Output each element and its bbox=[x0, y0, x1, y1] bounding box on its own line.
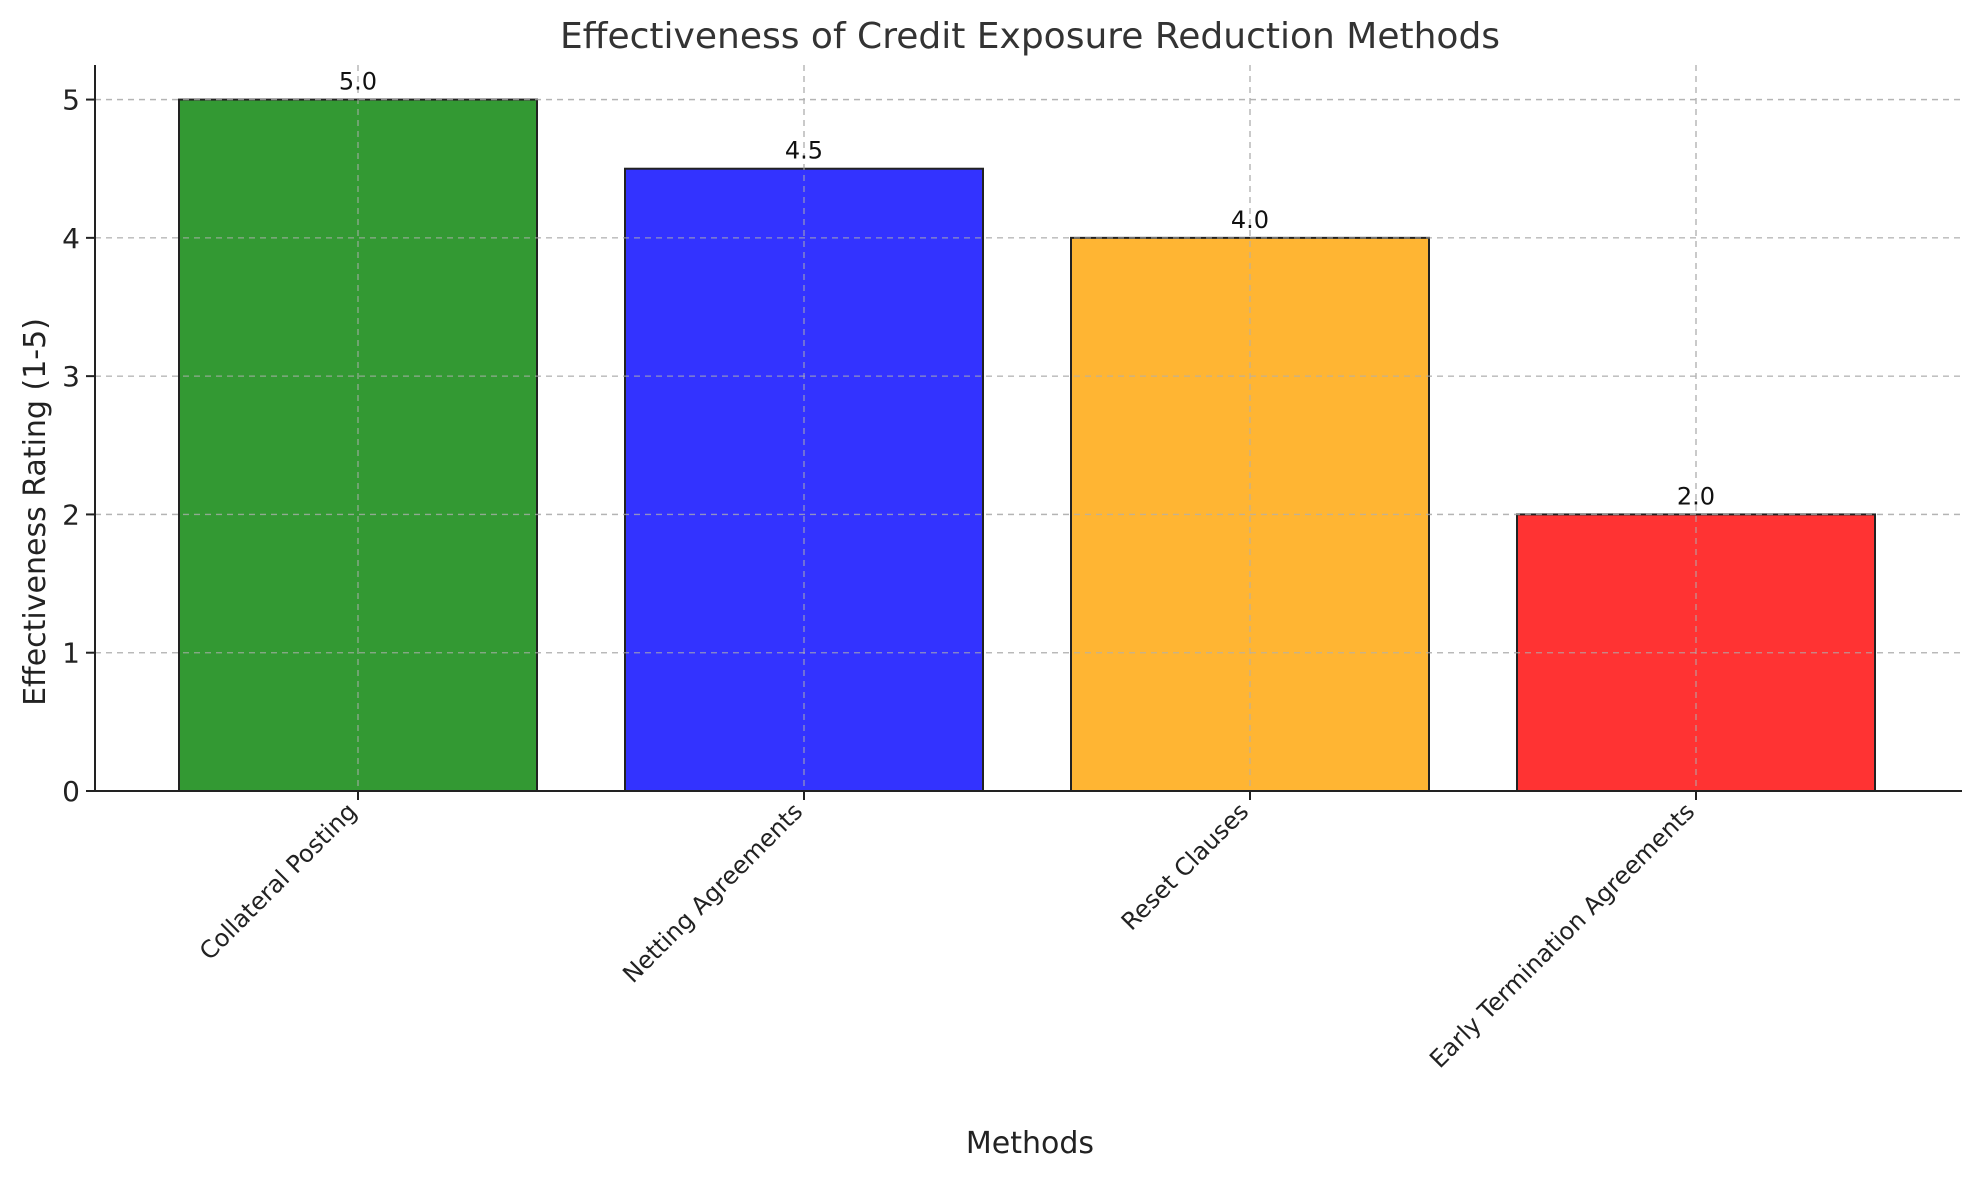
y-tick-label: 3 bbox=[62, 360, 80, 393]
y-tick-label: 4 bbox=[62, 222, 80, 255]
x-tick-label: Reset Clauses bbox=[1116, 797, 1254, 935]
x-axis-label: Methods bbox=[966, 1126, 1094, 1161]
x-tick-label: Early Termination Agreements bbox=[1424, 797, 1700, 1073]
x-tick-label: Collateral Posting bbox=[194, 797, 362, 965]
y-tick-label: 1 bbox=[62, 637, 80, 670]
y-tick-label: 2 bbox=[62, 498, 80, 531]
x-tick-label: Netting Agreements bbox=[617, 797, 808, 988]
data-labels: 5.0 4.5 4.0 2.0 bbox=[339, 68, 1715, 511]
x-tick-labels: Collateral Posting Netting Agreements Rese… bbox=[194, 797, 1700, 1073]
axes bbox=[86, 65, 1962, 800]
y-axis-label: Effectiveness Rating (1-5) bbox=[18, 318, 53, 706]
y-tick-label: 0 bbox=[62, 775, 80, 808]
y-tick-label: 5 bbox=[62, 84, 80, 117]
bars bbox=[95, 65, 1962, 793]
y-tick-labels: 0 1 2 3 4 5 bbox=[62, 84, 80, 808]
chart-title: Effectiveness of Credit Exposure Reducti… bbox=[560, 16, 1500, 57]
bar-collateral-posting bbox=[178, 98, 538, 793]
data-label: 4.5 bbox=[785, 137, 823, 165]
data-label: 5.0 bbox=[339, 68, 377, 96]
data-label: 2.0 bbox=[1677, 482, 1715, 510]
data-label: 4.0 bbox=[1231, 206, 1269, 234]
